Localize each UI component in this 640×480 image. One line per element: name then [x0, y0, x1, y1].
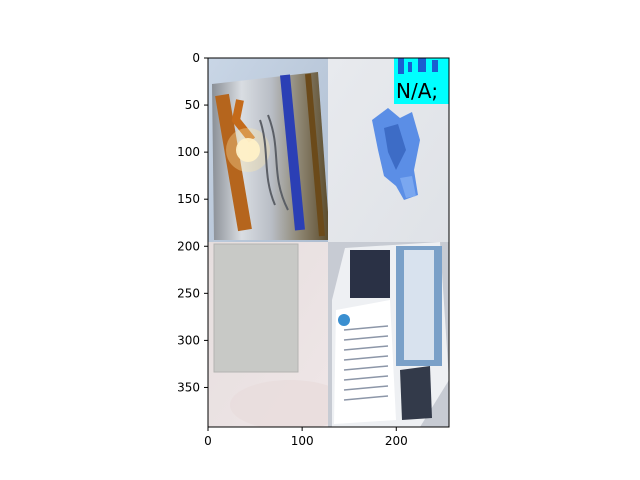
x-tick-label: 100 — [291, 434, 314, 448]
x-axis: 0 100 200 — [204, 427, 408, 448]
y-tick-label: 150 — [177, 192, 200, 206]
y-tick-label: 0 — [192, 51, 200, 65]
y-tick-label: 100 — [177, 145, 200, 159]
x-tick-label: 0 — [204, 434, 212, 448]
y-tick-label: 50 — [185, 98, 200, 112]
y-axis: 0 50 100 150 200 250 300 350 — [177, 51, 208, 394]
x-tick-label: 200 — [385, 434, 408, 448]
overlay-label: N/A; — [394, 58, 449, 104]
overlay-text: N/A; — [396, 79, 438, 103]
y-tick-label: 350 — [177, 380, 200, 394]
y-tick-label: 200 — [177, 239, 200, 253]
image-grid: N/A; — [208, 58, 449, 427]
axes-frame — [207, 57, 450, 428]
tile-magazine — [328, 242, 449, 427]
tile-can — [208, 58, 330, 242]
tile-cardboard — [208, 242, 350, 427]
y-tick-label: 250 — [177, 286, 200, 300]
y-tick-label: 300 — [177, 333, 200, 347]
